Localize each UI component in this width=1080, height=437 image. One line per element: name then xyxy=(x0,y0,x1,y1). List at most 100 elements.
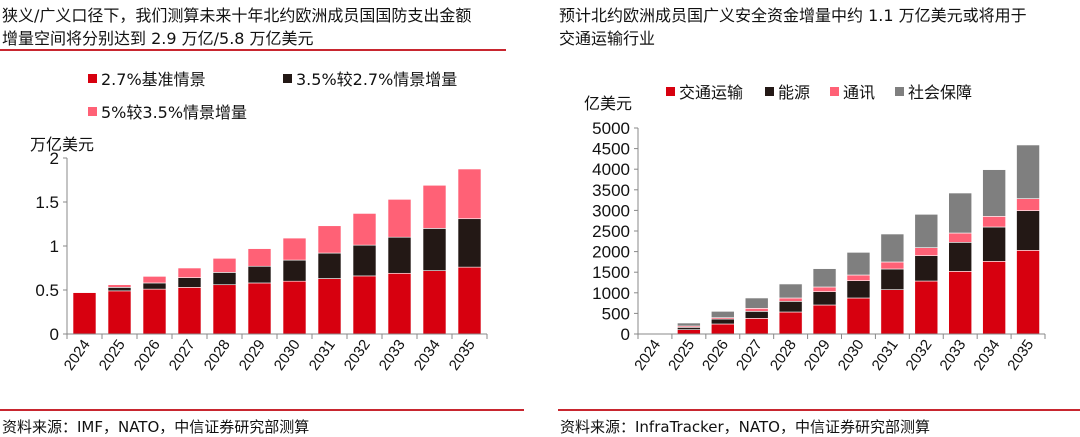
left-bar-2035-series-2 xyxy=(457,168,482,220)
legend-label: 通讯 xyxy=(843,83,876,102)
right-bar-2027-series-0 xyxy=(744,318,769,335)
left-y-tick-label: 0.5 xyxy=(35,281,59,300)
right-legend-item-social: 社会保障 xyxy=(895,79,972,103)
right-bar-2033-series-0 xyxy=(948,271,973,335)
right-y-tick-label: 2500 xyxy=(592,222,630,241)
right-bar-2033-series-3 xyxy=(948,192,973,234)
right-bar-2026-series-3 xyxy=(710,311,735,318)
right-bar-2032-series-2 xyxy=(914,247,939,256)
legend-label: 交通运输 xyxy=(679,83,744,102)
left-y-axis-unit: 万亿美元 xyxy=(30,135,95,154)
left-bar-2035-series-0 xyxy=(457,266,482,335)
left-bar-2031-series-2 xyxy=(317,225,342,254)
left-bar-2029-series-0 xyxy=(247,282,272,335)
left-bar-2032-series-0 xyxy=(352,275,377,335)
right-y-tick-label: 2000 xyxy=(592,243,630,262)
right-bar-2027-series-2 xyxy=(744,308,769,312)
left-bar-2029-series-2 xyxy=(247,248,272,267)
left-x-tick-label: 2026 xyxy=(131,337,164,374)
left-bar-2033-series-0 xyxy=(387,272,412,335)
right-x-tick-label: 2028 xyxy=(767,337,800,374)
left-bar-2031-series-0 xyxy=(317,278,342,335)
right-y-axis-unit: 亿美元 xyxy=(584,94,633,113)
right-legend-item-transport: 交通运输 xyxy=(666,79,743,103)
right-bar-2034-series-1 xyxy=(982,226,1006,262)
left-bar-2025-series-0 xyxy=(107,290,132,335)
left-y-tick-label: 1 xyxy=(50,237,59,256)
right-x-tick-label: 2035 xyxy=(1004,337,1037,374)
left-chart-title: 狭义/广义口径下，我们测算未来十年北约欧洲成员国国防支出金额 增量空间将分别达到… xyxy=(2,4,471,50)
left-x-tick-label: 2032 xyxy=(341,337,374,374)
left-bar-2026-series-2 xyxy=(142,276,167,284)
right-bar-2032-series-1 xyxy=(914,255,939,282)
right-bar-2035-series-1 xyxy=(1016,210,1040,251)
right-bar-2034-series-0 xyxy=(982,261,1006,335)
right-x-tick-label: 2026 xyxy=(699,337,732,374)
right-bar-2034-series-3 xyxy=(982,169,1006,217)
legend-label: 能源 xyxy=(778,83,811,102)
left-title-divider xyxy=(0,49,506,51)
left-bar-2025-series-1 xyxy=(107,287,132,292)
left-bar-2028-series-1 xyxy=(212,272,237,286)
right-footer-divider xyxy=(558,409,1080,411)
left-bar-2034-series-1 xyxy=(422,228,447,271)
right-bar-2025-series-1 xyxy=(677,327,701,330)
right-title-line1: 预计北约欧洲成员国广义安全资金增量中约 1.1 万亿美元或将用于 xyxy=(559,6,1027,25)
legend-label: 5%较3.5%情景增量 xyxy=(101,103,248,122)
right-bar-2025-series-3 xyxy=(677,322,701,327)
legend-swatch-icon xyxy=(765,86,774,96)
right-bar-2035-series-2 xyxy=(1016,198,1040,211)
right-x-tick-label: 2024 xyxy=(631,337,664,374)
right-x-tick-label: 2029 xyxy=(801,337,834,374)
right-x-tick-label: 2030 xyxy=(835,337,868,374)
left-x-tick-label: 2030 xyxy=(271,337,304,374)
legend-label: 社会保障 xyxy=(908,83,973,102)
left-title-line2: 增量空间将分别达到 2.9 万亿/5.8 万亿美元 xyxy=(2,29,314,48)
right-bar-2031-series-1 xyxy=(880,268,905,290)
right-bar-2029-series-1 xyxy=(812,291,837,306)
right-bar-2031-series-3 xyxy=(880,233,905,263)
left-legend-item-35: 3.5%较2.7%情景增量 xyxy=(283,66,457,90)
legend-swatch-icon xyxy=(830,86,839,96)
left-bar-2029-series-1 xyxy=(247,265,272,284)
left-x-tick-label: 2025 xyxy=(96,337,129,374)
legend-label: 2.7%基准情景 xyxy=(101,70,206,89)
legend-swatch-icon xyxy=(666,86,675,96)
left-y-tick-label: 0 xyxy=(50,325,59,344)
right-x-tick-label: 2033 xyxy=(936,337,969,374)
right-bar-2029-series-0 xyxy=(812,304,837,335)
right-bar-2030-series-0 xyxy=(846,297,871,335)
left-x-tick-label: 2035 xyxy=(446,337,479,374)
right-chart-title: 预计北约欧洲成员国广义安全资金增量中约 1.1 万亿美元或将用于 交通运输行业 xyxy=(559,4,1027,50)
right-bar-2031-series-2 xyxy=(880,261,905,270)
left-bar-2024-series-0 xyxy=(72,292,97,335)
left-bar-2034-series-0 xyxy=(422,270,447,335)
right-y-tick-label: 1000 xyxy=(592,284,630,303)
left-bar-2033-series-1 xyxy=(387,236,412,274)
legend-swatch-icon xyxy=(88,73,97,83)
left-x-tick-label: 2027 xyxy=(166,337,199,374)
left-bar-2030-series-2 xyxy=(282,237,307,261)
right-bar-2026-series-1 xyxy=(710,318,735,325)
right-bar-2025-series-0 xyxy=(677,329,701,335)
right-bar-2035-series-0 xyxy=(1016,250,1040,335)
right-bar-2027-series-1 xyxy=(744,311,769,319)
right-y-tick-label: 3500 xyxy=(592,181,630,200)
left-bar-2027-series-2 xyxy=(177,267,202,278)
right-bar-2034-series-2 xyxy=(982,216,1006,228)
left-title-line1: 狭义/广义口径下，我们测算未来十年北约欧洲成员国国防支出金额 xyxy=(2,6,472,25)
right-x-tick-label: 2032 xyxy=(902,337,935,374)
right-y-tick-label: 0 xyxy=(621,325,630,344)
right-x-tick-label: 2034 xyxy=(970,337,1003,374)
right-legend-item-energy: 能源 xyxy=(765,79,810,103)
left-bar-2035-series-1 xyxy=(457,218,482,268)
left-source-note: 资料来源：IMF，NATO，中信证券研究部测算 xyxy=(2,418,310,436)
legend-swatch-icon xyxy=(88,106,97,116)
left-x-tick-label: 2031 xyxy=(306,337,339,374)
right-bar-2028-series-3 xyxy=(778,283,803,299)
right-bar-2032-series-3 xyxy=(914,214,939,248)
left-bar-2032-series-2 xyxy=(352,213,377,246)
left-bar-2028-series-0 xyxy=(212,284,237,335)
left-legend-item-5: 5%较3.5%情景增量 xyxy=(88,99,247,123)
